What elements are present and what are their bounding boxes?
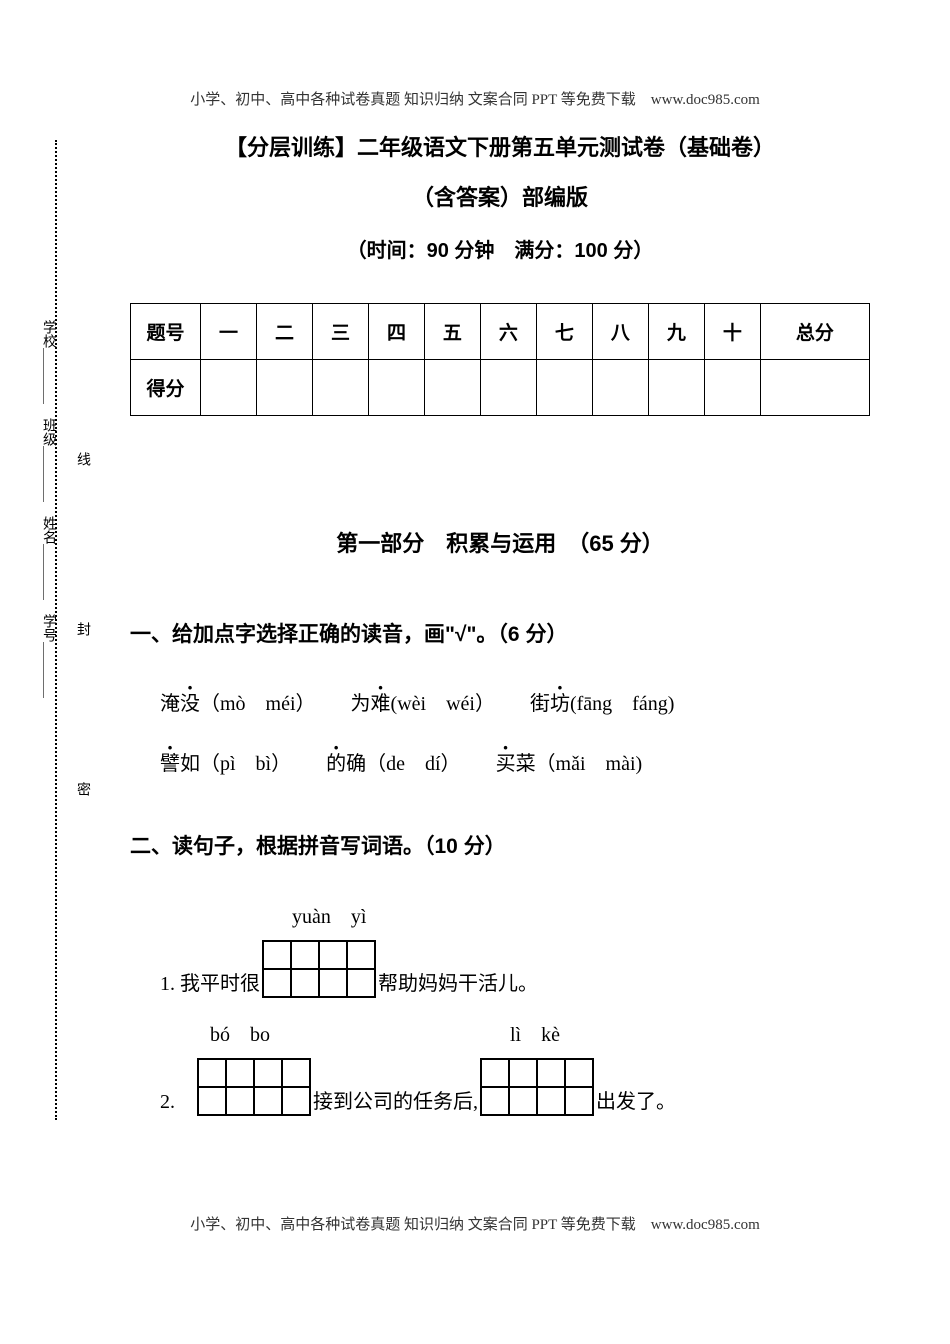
seal-label-line: 线 [72,450,92,468]
section2-title: 二、读句子，根据拼音写词语。（10 分） [130,830,870,860]
col-header: 总分 [760,304,869,360]
score-cell [201,360,257,416]
q-text: (wèi wéi） [391,693,485,715]
section1-title: 一、给加点字选择正确的读音，画"√"。（6 分） [130,618,870,648]
table-row: 题号 一 二 三 四 五 六 七 八 九 十 总分 [131,304,870,360]
pinyin-row-2: bó bo lì kè [160,1018,870,1058]
score-cell [480,360,536,416]
row-label: 得分 [131,360,201,416]
q-text: 菜（mǎi mài) [516,753,643,775]
question-line-1: 淹没（mò méi） 为难(wèi wéi） 街坊(fāng fáng) [160,688,870,720]
q-text: 街 [530,693,550,715]
exam-title-1: 【分层训练】二年级语文下册第五单元测试卷（基础卷） [130,130,870,162]
sentence-mid: 接到公司的任务后, [313,1090,478,1116]
score-cell [592,360,648,416]
col-header: 四 [368,304,424,360]
q-text: 如（pì bì） [180,753,281,775]
col-header: 十 [704,304,760,360]
pinyin-text: lì kè [510,1018,560,1047]
q-text: (fāng fáng) [570,693,674,715]
write-grid [262,940,376,998]
row-label: 题号 [131,304,201,360]
page-header: 小学、初中、高中各种试卷真题 知识归纳 文案合同 PPT 等免费下载 www.d… [0,88,950,109]
seal-label-secret: 密 [72,780,92,798]
score-cell [368,360,424,416]
pinyin-text: yuàn yì [292,900,366,929]
score-cell [424,360,480,416]
write-grid [197,1058,311,1116]
col-header: 七 [536,304,592,360]
exam-title-2: （含答案）部编版 [130,180,870,212]
sentence-row-1: 1. 我平时很 帮助妈妈干活儿。 [160,940,870,998]
score-cell [312,360,368,416]
emphasis-char: 譬 [160,748,180,780]
emphasis-char: 的 [326,748,346,780]
col-header: 八 [592,304,648,360]
q-text: 淹 [160,693,180,715]
main-content: 【分层训练】二年级语文下册第五单元测试卷（基础卷） （含答案）部编版 （时间：9… [130,130,870,1136]
score-cell [536,360,592,416]
emphasis-char: 没 [180,688,200,720]
table-row: 得分 [131,360,870,416]
page-footer: 小学、初中、高中各种试卷真题 知识归纳 文案合同 PPT 等免费下载 www.d… [0,1213,950,1234]
write-grid [480,1058,594,1116]
score-cell [648,360,704,416]
sentence-pre: 2. [160,1090,195,1116]
col-header: 二 [256,304,312,360]
student-info-vertical: 学校＿＿＿＿ 班级＿＿＿＿ 姓名＿＿＿＿ 学号＿＿＿＿ [38,320,58,698]
q-text: 为 [351,693,371,715]
emphasis-char: 坊 [550,688,570,720]
score-table: 题号 一 二 三 四 五 六 七 八 九 十 总分 得分 [130,303,870,416]
q-text: （mò méi） [200,693,306,715]
score-cell [256,360,312,416]
exam-title-3: （时间：90 分钟 满分：100 分） [130,234,870,263]
score-cell [704,360,760,416]
col-header: 一 [201,304,257,360]
part-title: 第一部分 积累与运用 （65 分） [130,526,870,558]
sentence-post: 出发了。 [596,1090,676,1116]
emphasis-char: 难 [371,688,391,720]
col-header: 三 [312,304,368,360]
emphasis-char: 买 [496,748,516,780]
col-header: 五 [424,304,480,360]
sentence-row-2: 2. 接到公司的任务后, 出发了。 [160,1058,870,1116]
col-header: 六 [480,304,536,360]
score-cell [760,360,869,416]
pinyin-text: bó bo [210,1018,270,1047]
question-line-2: 譬如（pì bì） 的确（de dí） 买菜（mǎi mài) [160,748,870,780]
q-text: 确（de dí） [346,753,450,775]
seal-label-seal: 封 [72,620,92,638]
sentence-post: 帮助妈妈干活儿。 [378,972,538,998]
sentence-pre: 1. 我平时很 [160,972,260,998]
pinyin-row-1: yuàn yì [160,900,870,940]
col-header: 九 [648,304,704,360]
